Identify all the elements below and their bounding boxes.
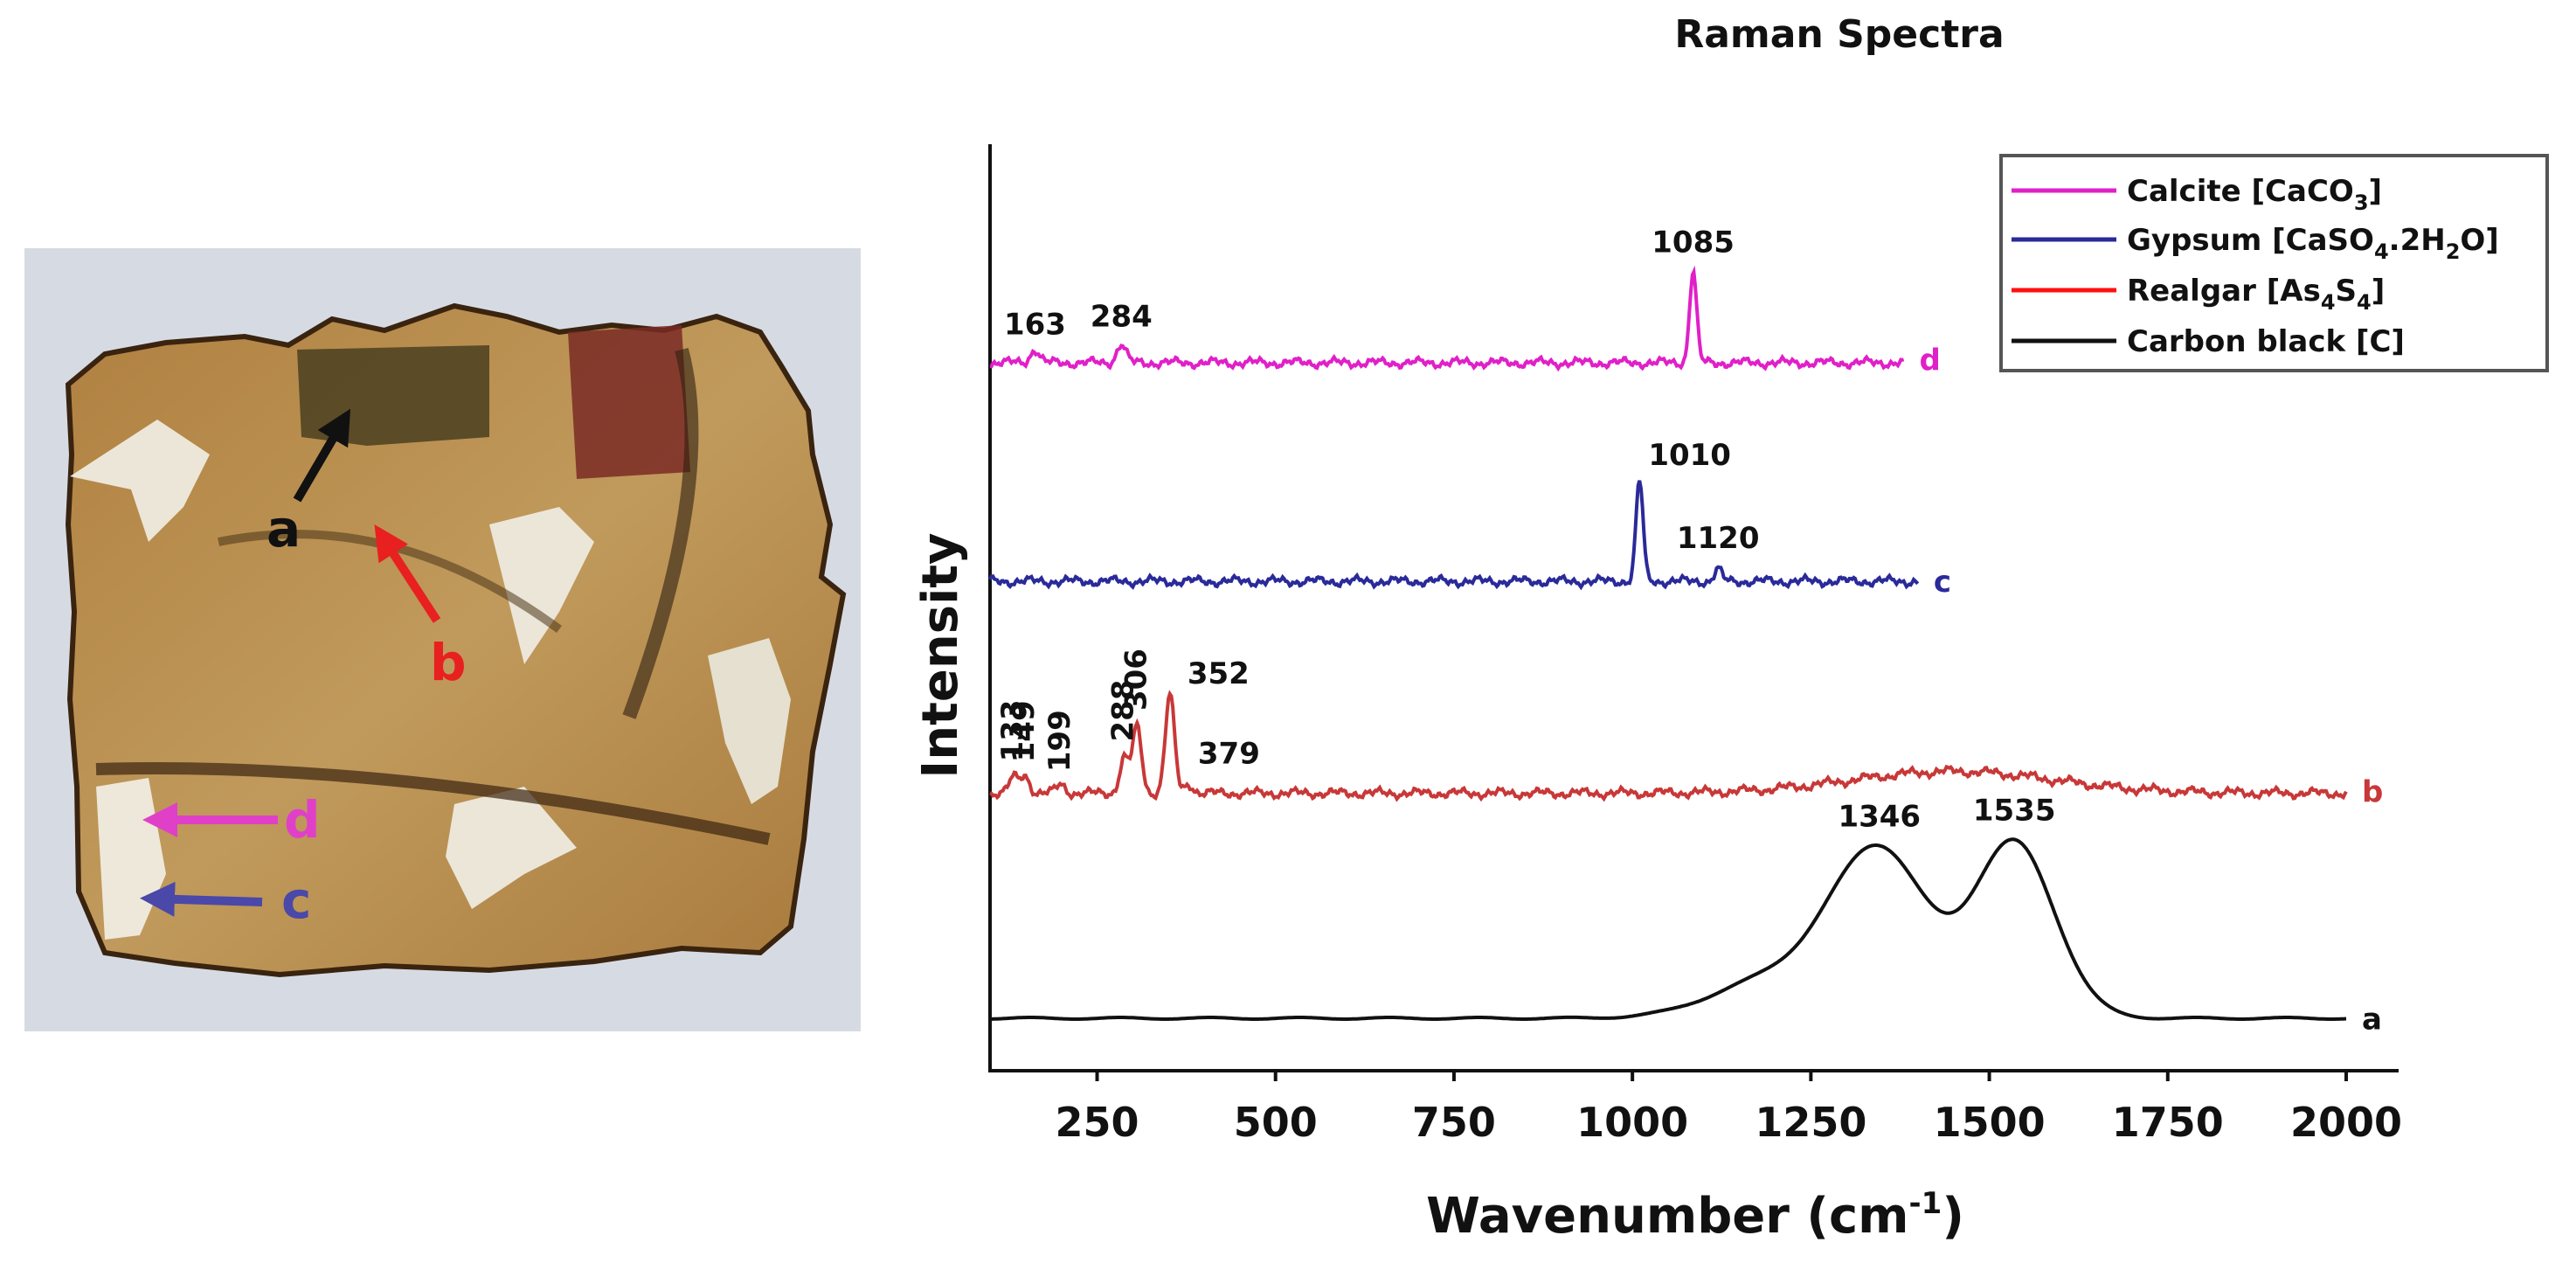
legend-gypsum-sub1: 4 <box>2374 239 2389 264</box>
legend-gypsum-mid: .2H <box>2389 223 2446 258</box>
dark-stroke-1 <box>95 762 771 845</box>
x-tick-label: 2000 <box>2290 1099 2402 1146</box>
legend-label-calcite: Calcite [CaCO3] <box>2127 174 2382 215</box>
x-tick-label: 1250 <box>1755 1099 1866 1146</box>
white-patch-1 <box>70 420 210 542</box>
x-tick-label: 1000 <box>1576 1099 1688 1146</box>
red-pigment-area <box>568 325 690 479</box>
peak-label: 1535 <box>1973 793 2056 828</box>
arrow-c <box>140 881 263 917</box>
white-patch-4 <box>446 787 577 909</box>
arrow-b <box>374 524 441 623</box>
peak-label: 306 <box>1118 649 1153 711</box>
sample-photo: a b d c <box>24 248 861 1031</box>
photo-label-b: b <box>430 633 467 692</box>
trace-label-a: a <box>2362 1003 2382 1038</box>
legend-realgar-close: ] <box>2372 274 2386 309</box>
peak-label: 352 <box>1188 656 1250 691</box>
legend-calcite-sub: 3 <box>2354 191 2369 215</box>
peak-label: 199 <box>1042 710 1077 772</box>
photo-label-c: c <box>281 871 311 930</box>
trace-label-b: b <box>2362 775 2383 810</box>
legend-realgar-sub2: 4 <box>2357 290 2372 315</box>
peak-label: 379 <box>1198 736 1260 771</box>
peak-label: 1010 <box>1648 438 1731 473</box>
legend-realgar-text: Realgar [As <box>2127 274 2321 309</box>
peak-label: 1085 <box>1652 225 1735 260</box>
series-line-c <box>988 480 1920 591</box>
legend-label-carbon: Carbon black [C] <box>2127 324 2405 359</box>
x-axis-label-end: ) <box>1942 1188 1964 1245</box>
peak-label: 149 <box>1007 700 1042 762</box>
dark-stroke-3 <box>622 347 699 719</box>
legend-calcite-text: Calcite [CaCO <box>2127 174 2354 209</box>
x-axis-label-sup: -1 <box>1909 1186 1942 1221</box>
arrow-a <box>293 408 351 503</box>
peak-label: 1120 <box>1677 521 1760 556</box>
x-ticks: 250 500 750 1000 1250 1500 1750 2000 <box>1056 1071 2402 1146</box>
legend-gypsum-text: Gypsum [CaSO <box>2127 223 2374 258</box>
legend-realgar-sub1: 4 <box>2321 290 2336 315</box>
legend-gypsum-sub2: 2 <box>2446 239 2461 264</box>
dark-pigment-area <box>297 345 489 446</box>
peak-label: 288 <box>1106 680 1141 742</box>
legend-calcite-close: ] <box>2369 174 2383 209</box>
x-axis-label-main: Wavenumber (cm <box>1426 1188 1908 1245</box>
photo-label-a: a <box>267 499 301 559</box>
legend-gypsum-close: O] <box>2460 223 2498 258</box>
peak-label: 284 <box>1091 299 1153 334</box>
y-axis-label: Intensity <box>912 532 969 778</box>
raman-chart: Raman Spectra 250 500 750 1000 1250 1500 1750 2… <box>912 12 2549 1245</box>
peak-label: 133 <box>995 700 1030 762</box>
peak-label: 1346 <box>1838 799 1921 834</box>
legend-label-realgar: Realgar [As4S4] <box>2127 274 2385 315</box>
photo-label-d: d <box>284 790 321 850</box>
legend-realgar-mid: S <box>2336 274 2358 309</box>
legend-label-gypsum: Gypsum [CaSO4.2H2O] <box>2127 223 2499 264</box>
series-line-d <box>989 265 1905 372</box>
series-line-b <box>989 690 2348 802</box>
series-line-a <box>989 837 2347 1021</box>
trace-label-c: c <box>1934 565 1951 600</box>
white-patch-2 <box>489 507 594 664</box>
trace-label-d: d <box>1920 343 1941 378</box>
x-tick-label: 1500 <box>1934 1099 2046 1146</box>
legend: Calcite [CaCO3] Gypsum [CaSO4.2H2O] Real… <box>1999 154 2549 372</box>
peak-label: 163 <box>1004 308 1066 343</box>
x-tick-label: 750 <box>1412 1099 1496 1146</box>
x-tick-label: 1750 <box>2112 1099 2224 1146</box>
chart-title: Raman Spectra <box>1674 12 2004 57</box>
x-axis-label: Wavenumber (cm-1) <box>1426 1186 1964 1245</box>
x-tick-label: 250 <box>1056 1099 1139 1146</box>
x-tick-label: 500 <box>1234 1099 1318 1146</box>
white-patch-3 <box>708 638 791 804</box>
